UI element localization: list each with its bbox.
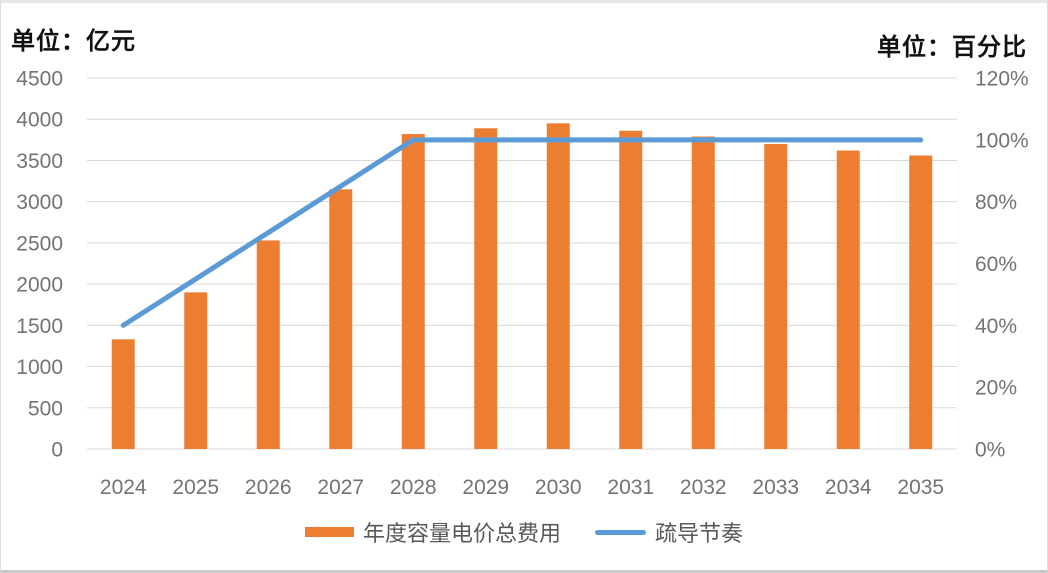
x-axis-label-2026: 2026	[245, 476, 292, 499]
right-axis-unit-label: 单位：百分比	[877, 34, 1027, 61]
left-axis-tick-4500: 4500	[16, 68, 63, 91]
legend-item-bar-series: 年度容量电价总费用	[304, 516, 561, 548]
bar-series-label: 年度容量电价总费用	[362, 521, 561, 546]
right-axis-tick-20: 20%	[975, 377, 1017, 400]
left-axis-tick-500: 500	[28, 397, 63, 420]
line-series-swatch	[595, 529, 646, 535]
bar-2028	[401, 134, 425, 449]
right-axis-tick-80: 80%	[975, 191, 1017, 214]
left-axis-tick-1000: 1000	[16, 356, 63, 379]
legend: 年度容量电价总费用 疏导节奏	[1, 516, 1047, 548]
bar-2035	[909, 155, 933, 449]
left-axis-unit-label: 单位：亿元	[11, 28, 136, 55]
bar-2034	[836, 150, 860, 449]
x-axis-label-2024: 2024	[100, 476, 147, 499]
legend-item-line-series: 疏导节奏	[595, 516, 743, 548]
x-axis-label-2027: 2027	[317, 476, 364, 499]
x-axis-label-2025: 2025	[172, 476, 219, 499]
line-series-path	[120, 137, 924, 328]
left-axis-tick-3500: 3500	[16, 150, 63, 173]
plot-area: 0 500 1000 1500 2000 2500 3000 3500 4000 4500 0% 20…	[16, 68, 1029, 500]
bar-2029	[474, 128, 498, 449]
bar-2025	[184, 292, 208, 449]
right-axis-tick-40: 40%	[975, 315, 1017, 338]
x-axis-label-2034: 2034	[825, 476, 872, 499]
left-axis-tick-2500: 2500	[16, 232, 63, 255]
left-axis-tick-3000: 3000	[16, 191, 63, 214]
bar-2030	[546, 123, 570, 449]
left-axis-tick-2000: 2000	[16, 274, 63, 297]
x-axis-label-2028: 2028	[390, 476, 437, 499]
bar-series-swatch	[304, 527, 354, 537]
right-axis-tick-120: 120%	[975, 68, 1029, 91]
bar-2024	[111, 339, 135, 449]
left-axis-tick-1500: 1500	[16, 315, 63, 338]
right-axis-tick-0: 0%	[975, 439, 1005, 462]
left-axis-tick-4000: 4000	[16, 109, 63, 132]
x-axis-label-2030: 2030	[535, 476, 582, 499]
bar-2033	[764, 143, 788, 449]
x-axis-label-2031: 2031	[607, 476, 654, 499]
right-axis-tick-100: 100%	[975, 129, 1029, 152]
x-axis-label-2035: 2035	[897, 476, 944, 499]
line-series-label: 疏导节奏	[655, 521, 744, 546]
left-axis-tick-0: 0	[51, 439, 63, 462]
x-axis-label-2033: 2033	[752, 476, 799, 499]
right-axis-tick-60: 60%	[975, 253, 1017, 276]
x-axis-label-2032: 2032	[680, 476, 727, 499]
bar-2027	[329, 189, 353, 450]
bar-2032	[691, 136, 715, 449]
bar-2026	[256, 240, 280, 449]
x-axis-label-2029: 2029	[462, 476, 509, 499]
bar-2031	[619, 130, 643, 449]
